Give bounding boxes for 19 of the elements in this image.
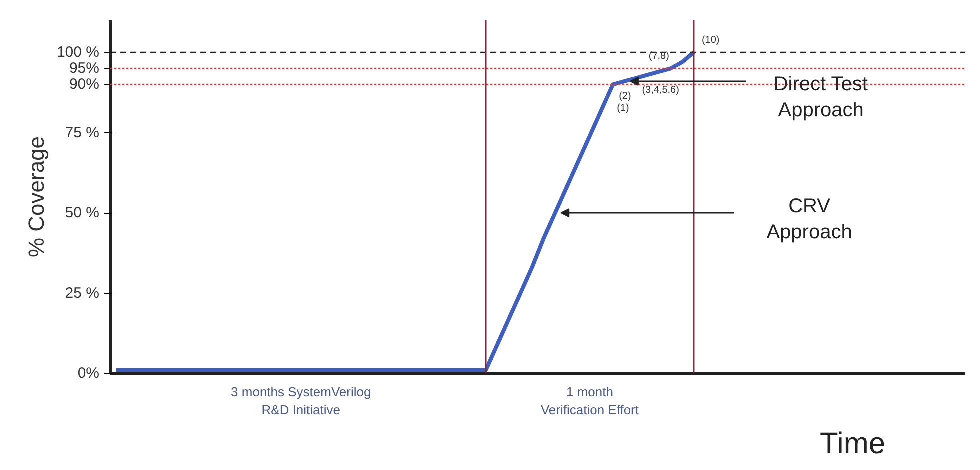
annotation: (2) — [619, 91, 632, 102]
y-tick-label: 50 % — [65, 204, 100, 222]
x-axis-title: Time — [820, 428, 886, 460]
y-tick-label: 25 % — [65, 284, 100, 302]
annotation: (3,4,5,6) — [642, 84, 680, 96]
x-tick-label: 1 month Verification Effort — [540, 384, 640, 418]
y-tick-label: 100 % — [56, 44, 100, 62]
annotation: (10) — [702, 35, 720, 46]
text: Direct Test Approach — [774, 73, 868, 122]
text: CRV Approach — [766, 195, 852, 244]
y-tick-label: 95% — [69, 60, 100, 78]
line-series — [114, 50, 696, 372]
y-tick-label: 75 % — [65, 124, 100, 142]
y-tick-label: 0% — [78, 365, 100, 382]
annotation: (1) — [617, 103, 630, 114]
y-axis-title: % Coverage — [24, 136, 49, 258]
annotation: (7,8) — [648, 51, 670, 62]
x-tick-label: 3 months SystemVerilog R&D Initiative — [231, 384, 372, 418]
y-tick-label: 90% — [69, 76, 100, 94]
